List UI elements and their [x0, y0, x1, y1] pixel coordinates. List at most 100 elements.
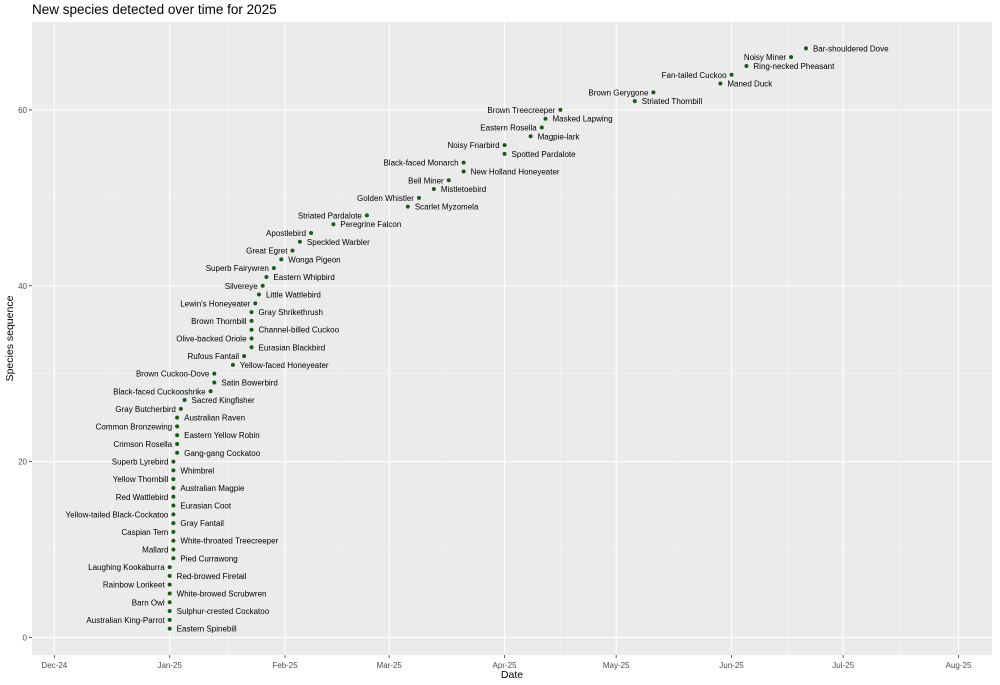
point-label: Barn Owl [132, 598, 165, 607]
point-label: Noisy Miner [744, 53, 787, 62]
data-point [171, 512, 176, 517]
data-point [175, 442, 180, 446]
data-point [167, 573, 172, 578]
point-label: Rufous Fantail [187, 352, 239, 361]
chart-title: New species detected over time for 2025 [32, 2, 277, 17]
point-label: Red Wattlebird [116, 493, 169, 502]
x-tick-label: Jul-25 [832, 661, 854, 670]
point-label: Bar-shouldered Dove [813, 44, 889, 53]
point-label: Australian Magpie [180, 484, 245, 493]
point-label: Spotted Pardalote [512, 150, 577, 159]
data-point [171, 547, 176, 552]
point-label: Mistletoebird [441, 185, 486, 194]
point-label: Rainbow Lorikeet [103, 581, 166, 590]
point-label: Sulphur-crested Cockatoo [177, 607, 270, 616]
point-label: Gang-gang Cockatoo [184, 449, 261, 458]
point-label: Black-faced Cuckooshrike [113, 387, 206, 396]
data-point [264, 274, 269, 279]
data-point [171, 503, 176, 508]
data-point [309, 231, 314, 235]
data-point [167, 591, 172, 596]
data-point [461, 160, 466, 165]
data-point [446, 178, 451, 183]
data-point [175, 424, 180, 429]
x-axis-title: Date [501, 669, 523, 681]
data-point [171, 538, 176, 543]
point-label: Noisy Friarbird [448, 141, 500, 150]
point-label: Brown Treecreeper [487, 106, 555, 115]
point-label: Apostlebird [266, 229, 306, 238]
x-tick-label: May-25 [603, 661, 630, 670]
data-points [167, 46, 808, 631]
point-label: Striated Thornbill [642, 97, 703, 106]
x-tick-label: Apr-25 [493, 661, 518, 670]
data-point [242, 354, 247, 359]
point-label: Ring-necked Pheasant [753, 62, 835, 71]
data-point [171, 485, 176, 490]
point-label: Magpie-lark [538, 132, 581, 141]
x-axis: Dec-24 Jan-25 Feb-25 Mar-25 Apr-25 May-25 Jun-… [41, 655, 972, 670]
data-point [405, 204, 410, 209]
x-tick-label: Jun-25 [719, 661, 744, 670]
data-point [803, 46, 808, 51]
y-tick-label: 60 [18, 106, 27, 115]
y-axis: 0 20 40 60 [18, 106, 32, 642]
point-label: White-throated Treecreeper [180, 537, 278, 546]
point-label: Eastern Yellow Robin [184, 431, 260, 440]
point-label: Yellow-tailed Black-Cockatoo [66, 510, 169, 519]
data-point [539, 125, 544, 130]
point-label: Peregrine Falcon [340, 220, 401, 229]
y-tick-label: 40 [18, 282, 27, 291]
data-point [249, 318, 254, 323]
point-label: Red-browed Firetail [177, 572, 247, 581]
point-label: Eurasian Coot [180, 502, 231, 511]
point-label: Australian Raven [184, 414, 245, 423]
x-tick-label: Jan-25 [157, 661, 182, 670]
data-point [171, 477, 176, 482]
point-label: Superb Fairywren [206, 264, 269, 273]
data-point [260, 283, 265, 288]
data-point [212, 380, 217, 385]
data-point [249, 336, 254, 341]
data-point [279, 257, 284, 262]
y-tick-label: 0 [23, 633, 28, 642]
data-point [230, 362, 235, 367]
major-grid [32, 22, 992, 655]
data-point [175, 433, 180, 438]
x-tick-label: Aug-25 [946, 661, 972, 670]
point-label: Silvereye [225, 282, 258, 291]
point-label: Great Egret [246, 247, 288, 256]
data-point [171, 521, 176, 526]
x-tick-label: Dec-24 [41, 661, 67, 670]
data-point [632, 99, 637, 104]
point-label: Little Wattlebird [266, 291, 321, 300]
point-label: Whimbrel [180, 466, 214, 475]
data-point [175, 415, 180, 420]
point-label: Striated Pardalote [298, 211, 363, 220]
point-label: Bell Miner [408, 176, 444, 185]
point-label: Eastern Spinebill [177, 625, 237, 634]
data-point [171, 468, 176, 473]
point-label: Fan-tailed Cuckoo [662, 71, 727, 80]
point-label: Golden Whistler [357, 194, 414, 203]
data-point [167, 582, 172, 587]
x-tick-label: Mar-25 [377, 661, 403, 670]
data-point [175, 450, 180, 455]
point-label: Lewin's Honeyeater [180, 299, 250, 308]
point-label: Sacred Kingfisher [192, 396, 255, 405]
point-label: Brown Cuckoo-Dove [136, 370, 210, 379]
data-point [502, 143, 507, 148]
point-label: Speckled Warbler [307, 238, 370, 247]
point-label: Channel-billed Cuckoo [259, 326, 340, 335]
data-point [167, 600, 172, 605]
data-point [171, 459, 176, 464]
point-label: Yellow-faced Honeyeater [240, 361, 329, 370]
data-point [331, 222, 336, 227]
point-label: Laughing Kookaburra [88, 563, 165, 572]
data-point [208, 389, 213, 394]
data-point [502, 151, 507, 156]
data-point [167, 617, 172, 622]
data-point [178, 406, 183, 411]
data-point [789, 55, 794, 60]
